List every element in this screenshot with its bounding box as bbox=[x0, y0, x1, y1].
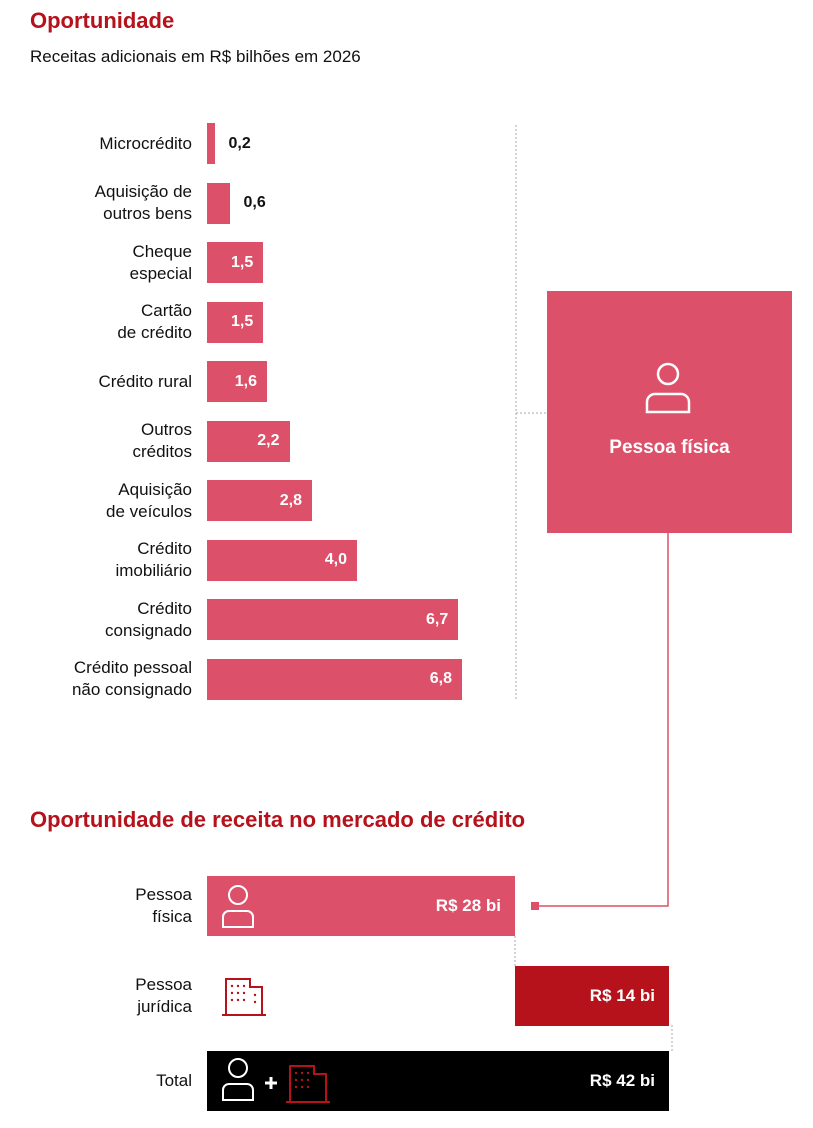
category-label: Cheque especial bbox=[129, 241, 192, 283]
category-label: Cartão de crédito bbox=[117, 301, 192, 342]
bar bbox=[207, 876, 515, 936]
category-label: Aquisição de outros bens bbox=[94, 182, 192, 223]
value-label: R$ 14 bi bbox=[589, 986, 655, 1005]
bar bbox=[207, 539, 357, 581]
bar bbox=[207, 242, 264, 283]
category-label: Outros créditos bbox=[132, 420, 192, 461]
value-label: 1,5 bbox=[231, 313, 254, 330]
person-icon bbox=[222, 885, 254, 928]
value-label: 2,8 bbox=[279, 491, 302, 509]
value-label: 1,6 bbox=[234, 372, 257, 390]
value-label: 0,2 bbox=[228, 134, 251, 152]
category-label: Crédito imobiliário bbox=[115, 539, 192, 580]
category-label: Pessoa física bbox=[135, 885, 192, 926]
chart-title: Oportunidade bbox=[30, 8, 175, 33]
bar bbox=[207, 361, 267, 402]
value-label: 0,6 bbox=[243, 194, 266, 211]
person-icon bbox=[645, 362, 691, 414]
bar bbox=[207, 480, 312, 521]
chart-title: Oportunidade de receita no mercado de cr… bbox=[30, 807, 526, 832]
person-icon bbox=[222, 1058, 254, 1101]
value-label: R$ 42 bi bbox=[589, 1071, 655, 1090]
category-label: Crédito rural bbox=[98, 371, 192, 391]
bar bbox=[515, 966, 669, 1026]
category-label: Pessoa jurídica bbox=[135, 975, 192, 1016]
bar bbox=[207, 658, 462, 700]
bar bbox=[207, 182, 230, 224]
bar bbox=[207, 420, 290, 462]
bar bbox=[207, 123, 215, 164]
bar bbox=[207, 1051, 669, 1111]
category-label: Crédito consignado bbox=[105, 598, 192, 640]
category-label: Aquisição de veículos bbox=[106, 479, 192, 521]
category-label: Microcrédito bbox=[99, 133, 192, 153]
connector-end bbox=[531, 902, 539, 910]
callout-label: Pessoa física bbox=[609, 437, 730, 458]
value-label: 1,5 bbox=[231, 253, 254, 271]
category-label: Total bbox=[156, 1071, 192, 1090]
bar bbox=[207, 599, 459, 640]
building-icon bbox=[222, 978, 266, 1016]
value-label: 4,0 bbox=[324, 551, 347, 568]
plus-sign bbox=[265, 1077, 277, 1089]
building-icon bbox=[286, 1065, 330, 1103]
bar bbox=[207, 301, 264, 343]
connector bbox=[537, 533, 669, 907]
value-label: 6,8 bbox=[429, 670, 452, 687]
value-label: R$ 28 bi bbox=[435, 896, 501, 915]
value-label: 6,7 bbox=[426, 610, 449, 628]
category-label: Crédito pessoal não consignado bbox=[71, 658, 192, 699]
value-label: 2,2 bbox=[257, 432, 280, 449]
chart-subtitle: Receitas adicionais em R$ bilhões em 202… bbox=[30, 47, 361, 66]
